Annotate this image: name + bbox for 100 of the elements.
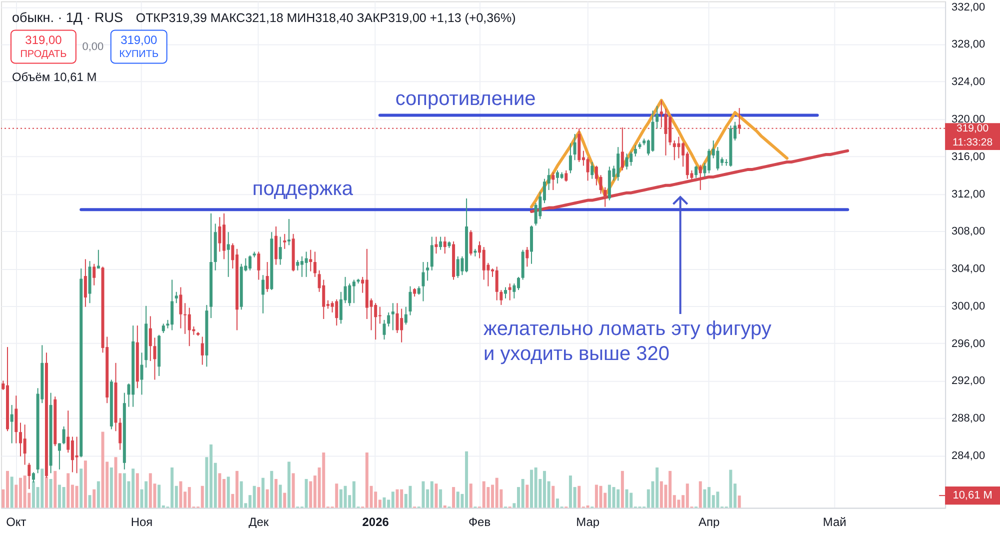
bar bbox=[344, 486, 347, 508]
candlestick bbox=[118, 418, 122, 450]
bar bbox=[660, 481, 663, 508]
bar bbox=[101, 432, 104, 508]
annotation: поддержка bbox=[252, 178, 354, 200]
bar bbox=[148, 473, 152, 508]
bar bbox=[66, 473, 70, 508]
bar bbox=[274, 478, 278, 508]
candlestick bbox=[508, 282, 512, 301]
bar bbox=[292, 473, 295, 508]
bar bbox=[262, 478, 264, 508]
candlestick bbox=[96, 249, 100, 270]
candlestick bbox=[564, 170, 568, 182]
bar bbox=[226, 476, 230, 508]
candlestick bbox=[283, 233, 286, 250]
candlestick bbox=[439, 236, 442, 250]
bar bbox=[534, 467, 538, 508]
bar bbox=[630, 492, 633, 508]
bar bbox=[443, 505, 446, 508]
candlestick bbox=[616, 146, 620, 182]
y-tick-label: 296,00 bbox=[952, 338, 986, 350]
bar bbox=[716, 492, 720, 508]
candlestick bbox=[434, 236, 438, 254]
candlestick bbox=[573, 133, 576, 161]
candlestick bbox=[586, 156, 590, 182]
candlestick bbox=[404, 306, 408, 326]
bar bbox=[599, 486, 602, 508]
candlestick bbox=[148, 316, 152, 362]
bar bbox=[422, 481, 425, 508]
bar bbox=[136, 473, 139, 508]
candlestick bbox=[335, 298, 338, 326]
candlestick bbox=[179, 286, 182, 329]
bar bbox=[287, 462, 290, 508]
bar bbox=[698, 481, 702, 508]
bar bbox=[278, 484, 282, 508]
y-tick-label: 308,00 bbox=[952, 226, 986, 238]
candlestick bbox=[469, 230, 472, 256]
candlestick bbox=[482, 246, 486, 280]
candlestick bbox=[162, 323, 165, 334]
y-tick-label: 288,00 bbox=[952, 412, 986, 425]
candlestick bbox=[408, 286, 412, 316]
annotation: КУПИТЬ bbox=[119, 49, 159, 60]
bar bbox=[578, 486, 581, 508]
y-tick-label: 316,00 bbox=[952, 150, 986, 163]
candlestick bbox=[84, 258, 87, 308]
y-tick-label: 304,00 bbox=[952, 263, 986, 276]
candlestick bbox=[188, 307, 191, 347]
candlestick bbox=[504, 286, 508, 299]
bar bbox=[96, 481, 100, 508]
bar bbox=[686, 484, 689, 508]
bar bbox=[283, 492, 286, 508]
bar bbox=[335, 484, 338, 508]
bar bbox=[625, 489, 628, 508]
candlestick bbox=[604, 186, 607, 208]
bar bbox=[482, 481, 486, 508]
candlestick bbox=[456, 256, 460, 278]
candlestick bbox=[14, 395, 18, 444]
bar bbox=[80, 468, 83, 508]
y-tick-label: 332,00 bbox=[952, 1, 986, 14]
candlestick bbox=[266, 261, 269, 292]
candlestick bbox=[62, 426, 66, 445]
candlestick bbox=[391, 302, 394, 331]
candlestick bbox=[309, 249, 312, 272]
candlestick bbox=[200, 336, 204, 366]
bar bbox=[270, 470, 274, 508]
annotation: желательно ломать эту фигуру и уходить выше 320 bbox=[484, 318, 772, 365]
candlestick bbox=[226, 232, 230, 278]
y-tick-label: 328,00 bbox=[952, 38, 986, 51]
x-tick-label: Ноя bbox=[130, 515, 153, 530]
bar bbox=[469, 484, 472, 508]
bar bbox=[616, 489, 620, 508]
bar bbox=[703, 489, 706, 508]
bar bbox=[75, 486, 78, 508]
y-tick-label: 312,00 bbox=[952, 188, 986, 200]
bar bbox=[200, 486, 204, 508]
bar bbox=[49, 478, 52, 508]
y-tick-label: 300,00 bbox=[952, 300, 986, 312]
candlestick bbox=[304, 251, 308, 278]
candlestick bbox=[630, 151, 633, 166]
candlestick bbox=[698, 164, 702, 191]
candlestick bbox=[500, 290, 503, 306]
candlestick bbox=[10, 404, 14, 444]
candlestick bbox=[348, 282, 352, 306]
bar bbox=[252, 486, 256, 508]
candlestick bbox=[140, 352, 144, 396]
bar bbox=[110, 467, 113, 508]
bar bbox=[620, 470, 624, 508]
bar bbox=[456, 492, 460, 508]
bar bbox=[84, 460, 87, 508]
bar bbox=[612, 487, 616, 508]
candlestick bbox=[58, 442, 61, 470]
candlestick bbox=[430, 236, 434, 271]
text: 11:33:28 bbox=[952, 137, 993, 148]
bar bbox=[322, 452, 326, 508]
candlestick bbox=[92, 263, 96, 286]
x-tick-label: Май bbox=[822, 515, 846, 530]
candlestick bbox=[287, 218, 290, 246]
x-tick-label: 2026 bbox=[362, 515, 390, 530]
bar bbox=[6, 470, 9, 508]
bar bbox=[158, 484, 161, 508]
